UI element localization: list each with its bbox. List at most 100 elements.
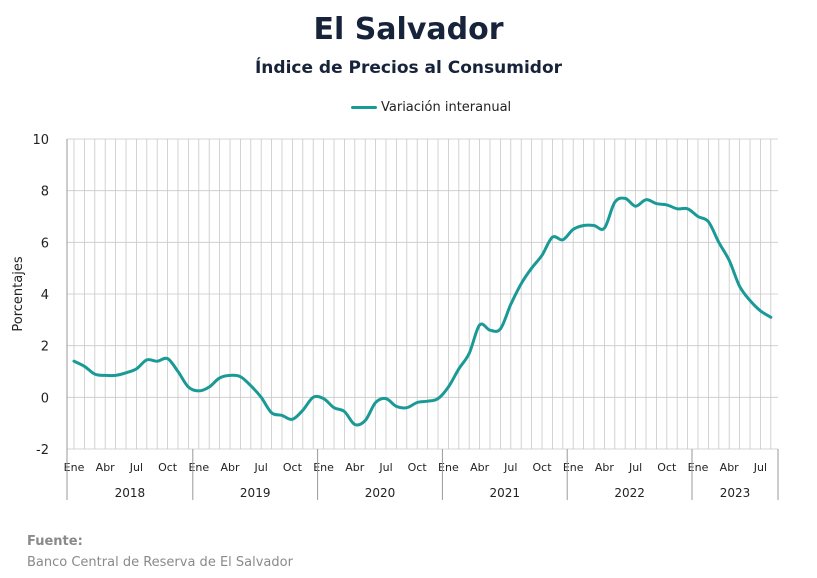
data-point xyxy=(354,423,356,425)
data-point xyxy=(770,316,772,318)
x-tick-label: Oct xyxy=(408,461,428,474)
data-point xyxy=(728,259,730,261)
data-point xyxy=(530,267,532,269)
x-tick-label: Jul xyxy=(254,461,268,474)
data-point xyxy=(614,201,616,203)
x-tick-label: Oct xyxy=(532,461,552,474)
data-point xyxy=(426,400,428,402)
data-point xyxy=(218,377,220,379)
data-point xyxy=(166,357,168,359)
data-point xyxy=(333,406,335,408)
data-point xyxy=(198,390,200,392)
data-point xyxy=(302,409,304,411)
data-point xyxy=(655,202,657,204)
data-point xyxy=(738,285,740,287)
data-point xyxy=(458,368,460,370)
x-tick-label: Abr xyxy=(595,461,615,474)
data-point xyxy=(437,397,439,399)
data-point xyxy=(749,299,751,301)
source-label: Fuente: xyxy=(27,534,83,549)
legend-label: Variación interanual xyxy=(381,100,512,115)
x-tick-label: Ene xyxy=(64,461,85,474)
data-point xyxy=(416,401,418,403)
data-point xyxy=(146,359,148,361)
year-label: 2020 xyxy=(365,486,396,500)
x-tick-label: Jul xyxy=(129,461,143,474)
data-point xyxy=(250,385,252,387)
data-point xyxy=(676,208,678,210)
data-point xyxy=(104,374,106,376)
data-point xyxy=(603,227,605,229)
data-point xyxy=(229,374,231,376)
x-tick-label: Ene xyxy=(188,461,209,474)
y-tick-label: -2 xyxy=(36,443,49,458)
y-tick-label: 0 xyxy=(41,391,49,406)
data-point xyxy=(156,360,158,362)
data-point xyxy=(759,310,761,312)
x-tick-label: Jul xyxy=(628,461,642,474)
data-point xyxy=(270,412,272,414)
y-tick-label: 2 xyxy=(41,340,49,355)
grid-lines xyxy=(67,138,778,450)
data-point xyxy=(312,396,314,398)
data-point xyxy=(697,215,699,217)
y-tick-label: 8 xyxy=(41,185,49,200)
chart-subtitle: Índice de Precios al Consumidor xyxy=(254,58,563,78)
x-tick-label: Abr xyxy=(470,461,490,474)
data-point xyxy=(385,397,387,399)
data-point xyxy=(135,368,137,370)
x-tick-label: Oct xyxy=(657,461,677,474)
data-point xyxy=(686,208,688,210)
x-tick-label: Abr xyxy=(345,461,365,474)
data-point xyxy=(510,303,512,305)
data-point xyxy=(572,228,574,230)
data-point xyxy=(406,406,408,408)
year-label: 2021 xyxy=(490,486,521,500)
x-tick-label: Jul xyxy=(378,461,392,474)
data-point xyxy=(83,365,85,367)
data-point xyxy=(114,374,116,376)
data-point xyxy=(499,328,501,330)
data-point xyxy=(645,199,647,201)
data-point xyxy=(281,414,283,416)
data-point xyxy=(707,220,709,222)
data-point xyxy=(447,386,449,388)
x-tick-label: Ene xyxy=(688,461,709,474)
legend-line-swatch xyxy=(351,106,377,109)
year-label: 2019 xyxy=(240,486,271,500)
data-point xyxy=(395,405,397,407)
source-text: Banco Central de Reserva de El Salvador xyxy=(27,555,293,570)
data-point xyxy=(343,410,345,412)
chart-legend: Variación interanual xyxy=(351,100,511,115)
data-point xyxy=(582,224,584,226)
data-point xyxy=(551,236,553,238)
y-tick-label: 6 xyxy=(41,236,49,251)
data-point xyxy=(187,386,189,388)
x-tick-label: Jul xyxy=(753,461,767,474)
x-tick-label: Oct xyxy=(283,461,303,474)
y-tick-label: 4 xyxy=(41,288,49,303)
series-line-variacion-interanual xyxy=(72,196,773,427)
x-tick-label: Jul xyxy=(503,461,517,474)
data-point xyxy=(593,224,595,226)
x-tick-label: Ene xyxy=(563,461,584,474)
data-point xyxy=(322,397,324,399)
data-point xyxy=(478,324,480,326)
x-tick-label: Ene xyxy=(313,461,334,474)
data-point xyxy=(374,401,376,403)
year-label: 2022 xyxy=(614,486,645,500)
year-label: 2018 xyxy=(115,486,146,500)
x-tick-label: Abr xyxy=(220,461,240,474)
data-point xyxy=(624,197,626,199)
data-point xyxy=(468,352,470,354)
data-point xyxy=(541,254,543,256)
line-chart: -2 0 2 4 6 8 10 Porcentajes Ene Abr Jul Oct Ene Abr Ju… xyxy=(11,133,779,500)
data-point xyxy=(239,375,241,377)
data-point xyxy=(364,419,366,421)
y-tick-label: 10 xyxy=(32,133,49,148)
x-tick-label: Oct xyxy=(158,461,178,474)
data-point xyxy=(177,370,179,372)
data-point xyxy=(208,386,210,388)
data-point xyxy=(260,396,262,398)
data-point xyxy=(634,205,636,207)
